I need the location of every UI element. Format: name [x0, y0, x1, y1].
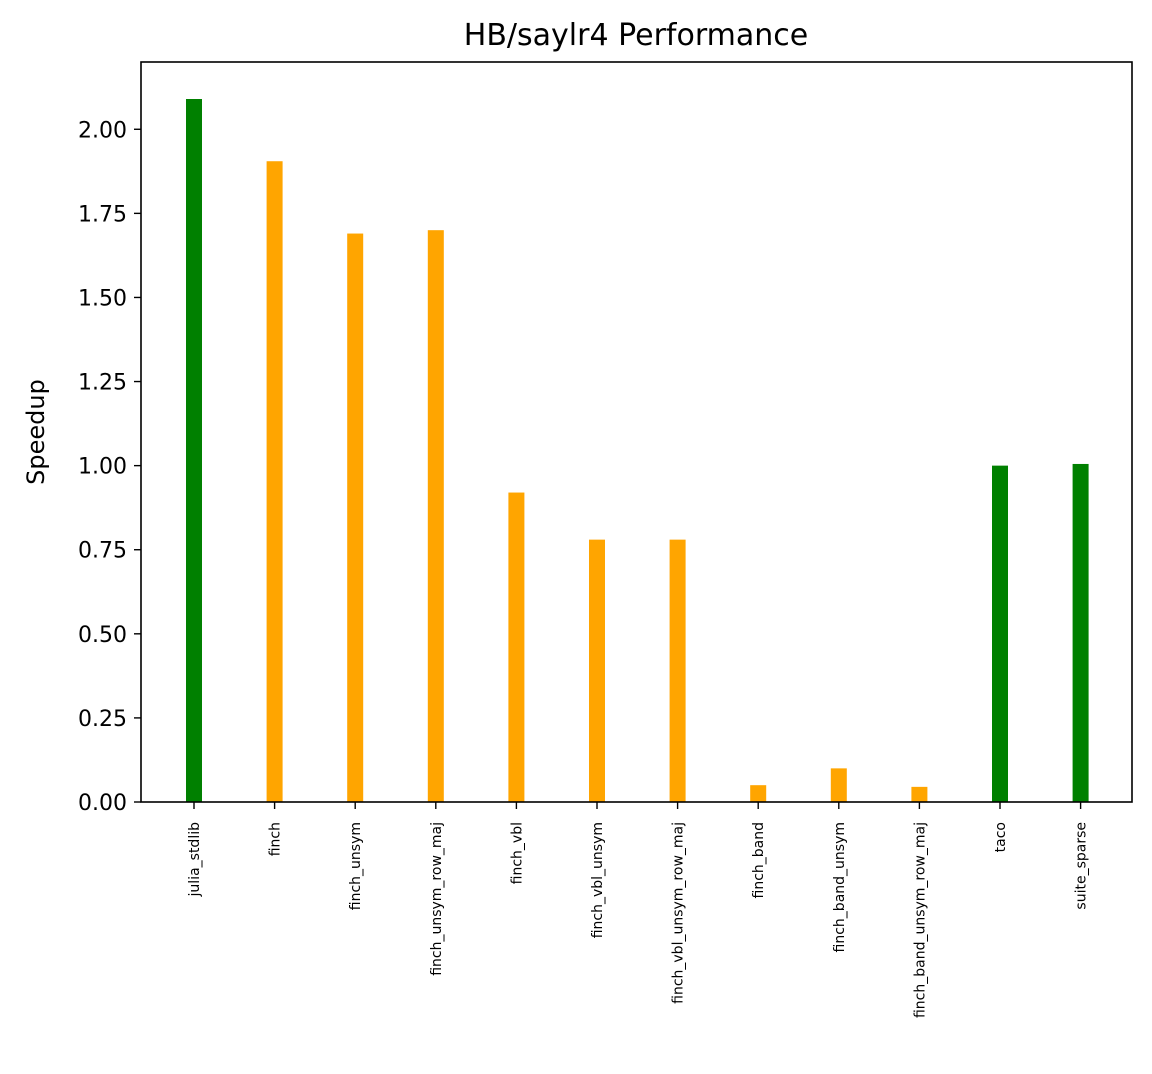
y-tick-label: 0.75	[78, 539, 127, 564]
y-tick-label: 0.50	[78, 623, 127, 648]
bar-julia_stdlib	[186, 99, 202, 802]
y-tick-label: 0.00	[78, 791, 127, 816]
bar-finch_band	[750, 785, 767, 802]
x-tick-label: finch_band_unsym_row_maj	[912, 822, 928, 1018]
bar-finch_vbl	[508, 492, 525, 802]
y-tick-label: 1.75	[78, 202, 127, 227]
bar-finch_unsym	[347, 233, 364, 802]
x-tick-label: finch_vbl_unsym	[590, 822, 606, 938]
y-tick-label: 0.25	[78, 707, 127, 732]
x-tick-label: finch_unsym_row_maj	[429, 822, 445, 976]
bar-finch_band_unsym	[830, 768, 847, 802]
bar-finch_vbl_unsym	[589, 539, 605, 802]
y-axis-label: Speedup	[22, 379, 50, 485]
y-tick-label: 1.50	[78, 286, 127, 311]
y-axis: 0.00 0.25 0.50 0.75 1.00 1.25 1.50 1.75 2.00	[78, 118, 141, 816]
bar-finch_vbl_unsym_row_maj	[669, 539, 686, 802]
bar-finch_unsym_row_maj	[427, 230, 444, 802]
y-tick-label: 2.00	[78, 118, 127, 143]
bar-finch	[266, 161, 283, 802]
x-tick-label: finch_band_unsym	[832, 822, 848, 952]
x-tick-label: taco	[993, 822, 1009, 852]
y-tick-label: 1.00	[78, 455, 127, 480]
bar-finch_band_unsym_row_maj	[911, 786, 928, 802]
x-tick-label: finch_vbl_unsym_row_maj	[671, 822, 687, 1004]
x-tick-label: julia_stdlib	[187, 822, 203, 898]
chart-title: HB/saylr4 Performance	[464, 18, 808, 53]
y-tick-label: 1.25	[78, 371, 127, 396]
bar-taco	[992, 465, 1008, 802]
x-tick-label: suite_sparse	[1074, 822, 1090, 910]
x-tick-label: finch_vbl	[509, 822, 525, 884]
bar-suite_sparse	[1072, 463, 1089, 802]
x-tick-label: finch_unsym	[348, 822, 364, 910]
x-tick-label: finch_band	[751, 822, 767, 899]
x-tick-label: finch	[268, 822, 284, 856]
x-axis: julia_stdlib finch finch_unsym finch_unsym_…	[187, 802, 1090, 1018]
plot-frame	[140, 61, 1133, 803]
bars-layer	[186, 99, 1089, 802]
